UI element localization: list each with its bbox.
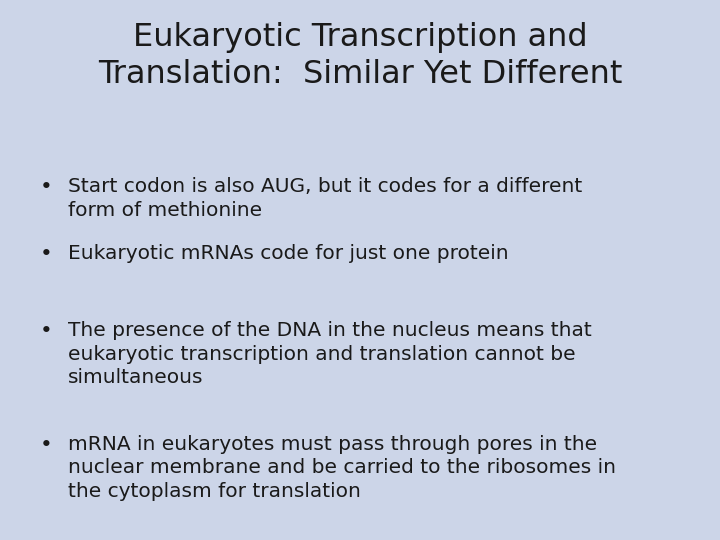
Text: •: • xyxy=(40,177,53,197)
Text: •: • xyxy=(40,435,53,455)
Text: mRNA in eukaryotes must pass through pores in the
nuclear membrane and be carrie: mRNA in eukaryotes must pass through por… xyxy=(68,435,616,501)
Text: •: • xyxy=(40,244,53,264)
Text: Start codon is also AUG, but it codes for a different
form of methionine: Start codon is also AUG, but it codes fo… xyxy=(68,177,582,220)
Text: The presence of the DNA in the nucleus means that
eukaryotic transcription and t: The presence of the DNA in the nucleus m… xyxy=(68,321,592,387)
Text: •: • xyxy=(40,321,53,341)
Text: Eukaryotic Transcription and
Translation:  Similar Yet Different: Eukaryotic Transcription and Translation… xyxy=(98,22,622,90)
Text: Eukaryotic mRNAs code for just one protein: Eukaryotic mRNAs code for just one prote… xyxy=(68,244,509,263)
